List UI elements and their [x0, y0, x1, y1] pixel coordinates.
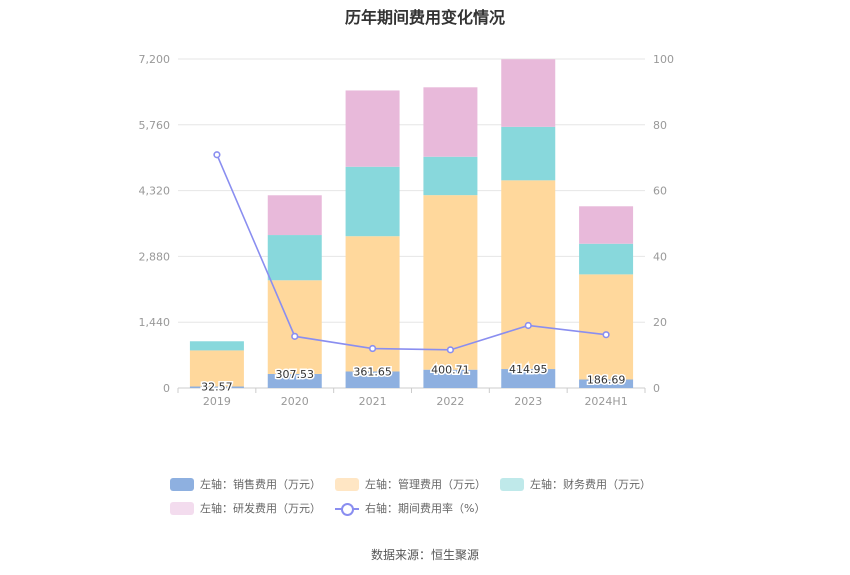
rate-point	[602, 331, 610, 339]
bar-segment-s1	[189, 350, 244, 387]
y-right-tick-label: 100	[653, 53, 674, 66]
legend-item-finance[interactable]: 左轴：财务费用（万元）	[500, 476, 651, 492]
x-tick-label: 2019	[203, 395, 231, 408]
y-right-tick-label: 60	[653, 185, 667, 198]
bar-segment-s1	[423, 195, 478, 370]
legend-label-admin: 左轴：管理费用（万元）	[365, 478, 486, 491]
rate-point	[368, 344, 377, 353]
legend-row: 左轴：销售费用（万元） 左轴：管理费用（万元） 左轴：财务费用（万元）	[170, 472, 730, 496]
bar-segment-s0	[345, 371, 400, 388]
bar-data-label: 361.65	[353, 365, 392, 378]
y-left-tick-label: 4,320	[139, 185, 171, 198]
y-left-tick-label: 5,760	[139, 119, 171, 132]
bar-segment-s2	[345, 166, 400, 237]
bar-segment-s0	[189, 386, 244, 388]
legend-swatch-rnd	[170, 501, 194, 515]
bar-segment-s3	[267, 195, 322, 236]
bar-segment-s0	[423, 369, 478, 388]
legend-item-rate[interactable]: 右轴：期间费用率（%）	[335, 500, 485, 516]
x-tick-label: 2024H1	[584, 395, 627, 408]
y-left-tick-label: 1,440	[139, 316, 171, 329]
bar-segment-s2	[423, 156, 478, 196]
y-left-tick-label: 2,880	[139, 250, 171, 263]
legend-label-finance: 左轴：财务费用（万元）	[530, 478, 651, 491]
legend: 左轴：销售费用（万元） 左轴：管理费用（万元） 左轴：财务费用（万元） 左轴：研…	[170, 472, 730, 520]
source-note: 数据来源：恒生聚源	[370, 548, 479, 562]
bar-segment-s3	[345, 90, 400, 167]
y-right-tick-label: 0	[653, 382, 660, 395]
x-tick-label: 2023	[514, 395, 542, 408]
legend-line-marker-icon	[335, 502, 359, 516]
bar-data-label: 186.69	[587, 373, 626, 386]
y-right-tick-label: 80	[653, 119, 667, 132]
bar-segment-s2	[189, 341, 244, 351]
bar-segment-s3	[423, 87, 478, 157]
x-tick-label: 2020	[281, 395, 309, 408]
bar-segment-s3	[579, 206, 634, 244]
bar-data-label: 414.95	[509, 363, 548, 376]
legend-label-rnd: 左轴：研发费用（万元）	[200, 502, 321, 515]
bar-segment-s3	[501, 59, 556, 127]
rate-point	[213, 151, 221, 159]
bar-segment-s0	[501, 369, 556, 388]
bar-segment-s2	[579, 243, 634, 275]
rate-line	[216, 154, 607, 351]
rate-point	[446, 346, 455, 354]
bar-segment-s1	[579, 274, 634, 380]
rate-point	[524, 321, 532, 330]
y-right-tick-label: 20	[653, 316, 667, 329]
x-tick-label: 2022	[436, 395, 464, 408]
bar-data-label: 400.71	[431, 364, 470, 377]
legend-item-admin[interactable]: 左轴：管理费用（万元）	[335, 476, 486, 492]
y-left-tick-label: 0	[163, 382, 170, 395]
bar-segment-s2	[501, 126, 556, 181]
bar-segment-s0	[579, 379, 634, 388]
bar-data-label: 32.57	[201, 381, 233, 394]
rate-point	[291, 332, 299, 340]
bar-segment-s0	[267, 373, 322, 388]
legend-label-sales: 左轴：销售费用（万元）	[200, 478, 321, 491]
legend-item-rnd[interactable]: 左轴：研发费用（万元）	[170, 500, 321, 516]
legend-swatch-sales	[170, 477, 194, 491]
y-left-tick-label: 7,200	[139, 53, 171, 66]
x-tick-label: 2021	[359, 395, 387, 408]
legend-swatch-finance	[500, 477, 524, 491]
bar-segment-s1	[267, 280, 322, 374]
bar-data-label: 307.53	[276, 368, 315, 381]
legend-label-rate: 右轴：期间费用率（%）	[365, 502, 486, 515]
chart-title: 历年期间费用变化情况	[344, 8, 505, 27]
legend-swatch-admin	[335, 477, 359, 491]
bar-segment-s1	[501, 180, 556, 370]
y-right-tick-label: 40	[653, 250, 667, 263]
legend-row: 左轴：研发费用（万元） 右轴：期间费用率（%）	[170, 496, 730, 520]
legend-item-sales[interactable]: 左轴：销售费用（万元）	[170, 476, 321, 492]
bar-segment-s2	[267, 235, 322, 281]
